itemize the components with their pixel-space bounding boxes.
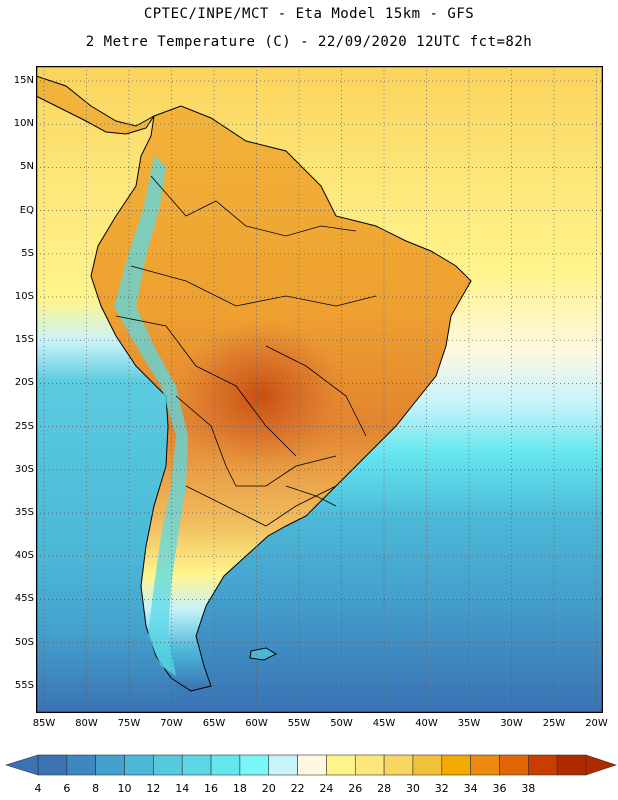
colorbar-tick-label: 20 [261, 782, 276, 795]
colorbar-tick-label: 10 [117, 782, 132, 795]
colorbar-swatch [66, 754, 96, 776]
latitude-label: 5S [21, 247, 34, 259]
latitude-label: 35S [14, 507, 34, 518]
map-frame [36, 66, 603, 713]
latitude-label: 5N [20, 161, 34, 173]
colorbar-tick-label: 8 [92, 782, 100, 795]
falkland-islands [249, 647, 278, 661]
latitude-label: EQ [19, 204, 34, 216]
colorbar-swatch [268, 754, 298, 776]
colorbar-tick-label: 22 [290, 782, 305, 795]
country-borders [115, 175, 377, 527]
colorbar-swatch [239, 754, 270, 776]
longitude-label: 70W [160, 718, 183, 729]
colorbar-tick-label: 36 [492, 782, 507, 795]
latitude-label: 15N [13, 75, 34, 86]
colorbar-tick-label: 26 [348, 782, 363, 795]
colorbar-swatch [354, 754, 385, 776]
colorbar-tick-label: 30 [405, 782, 420, 795]
latitude-label: 50S [14, 636, 34, 648]
latitude-label: 25S [14, 420, 34, 432]
colorbar-tick-label: 32 [434, 782, 449, 795]
longitude-label: 30W [500, 718, 523, 729]
latitude-label: 55S [14, 679, 34, 691]
colorbar-swatch [556, 754, 587, 776]
latitude-label: 15S [14, 334, 34, 346]
colorbar-swatch [470, 754, 500, 776]
colorbar-swatch [210, 754, 241, 776]
latitude-label: 10N [13, 118, 34, 130]
andes-cold-strip [114, 156, 188, 676]
colorbar-swatch [441, 754, 471, 776]
colorbar-tick-label: 28 [377, 782, 392, 795]
longitude-label: 55W [287, 718, 311, 729]
longitude-label: 25W [542, 718, 566, 729]
longitude-label: 50W [330, 718, 353, 729]
colorbar-tick-label: 14 [175, 782, 190, 795]
colorbar-tick-label: 34 [463, 782, 478, 795]
colorbar-swatch [37, 754, 68, 776]
colorbar-swatch [153, 754, 183, 776]
colorbar-swatch [95, 754, 125, 776]
map-title: CPTEC/INPE/MCT - Eta Model 15km - GFS [143, 6, 475, 22]
colorbar-swatch [297, 754, 327, 776]
latitude-label: 10S [14, 291, 34, 302]
colorbar-swatch [326, 754, 356, 776]
longitude-label: 45W [372, 718, 396, 729]
hot-region-interior [171, 321, 351, 471]
colorbar-swatch [181, 754, 212, 776]
longitude-label: 80W [75, 718, 98, 729]
longitude-label: 65W [202, 718, 226, 729]
colorbar-swatch [124, 754, 154, 776]
temperature-map [36, 66, 603, 713]
colorbar [4, 754, 617, 776]
longitude-label: 60W [245, 718, 268, 729]
longitude-label: 40W [415, 718, 438, 729]
colorbar-tick-label: 38 [521, 782, 536, 795]
colorbar-tick-label: 18 [232, 782, 247, 795]
latitude-label: 40S [14, 550, 34, 562]
colorbar-swatch [499, 754, 529, 776]
latitude-label: 30S [14, 463, 34, 475]
longitude-label: 75W [117, 718, 141, 729]
colorbar-tick-label: 12 [146, 782, 161, 795]
longitude-label: 20W [585, 718, 608, 729]
colorbar-tick-label: 6 [63, 782, 71, 795]
central-america-land [36, 75, 155, 135]
map-subtitle: 2 Metre Temperature (C) - 22/09/2020 12U… [85, 34, 533, 50]
colorbar-tick-label: 24 [319, 782, 334, 795]
colorbar-low-arrow [4, 754, 39, 776]
colorbar-swatch [412, 754, 443, 776]
colorbar-tick-label: 16 [204, 782, 219, 795]
colorbar-high-arrow [585, 754, 617, 776]
latitude-label: 20S [14, 377, 34, 389]
longitude-label: 35W [457, 718, 481, 729]
longitude-label: 85W [32, 718, 56, 729]
graticule [36, 66, 603, 713]
colorbar-swatch [528, 754, 558, 776]
colorbar-tick-label: 4 [34, 782, 42, 795]
latitude-label: 45S [14, 593, 34, 605]
colorbar-swatch [383, 754, 414, 776]
